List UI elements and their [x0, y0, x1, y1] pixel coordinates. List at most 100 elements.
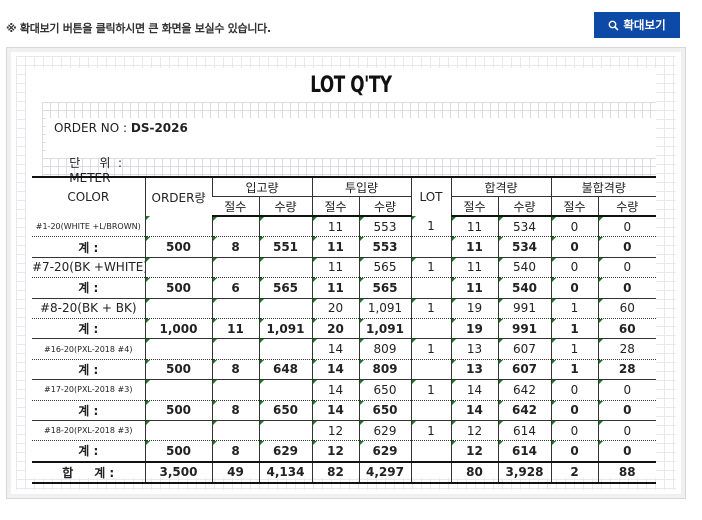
subtotal-input-cuts: 11: [311, 236, 359, 258]
pass-qty: 991: [497, 298, 551, 319]
subtotal-row: 계 :500 6 565 11 565 11 540 0 0: [32, 277, 657, 299]
receipt-qty: [258, 216, 312, 238]
subtotal-row: 계 :500 8 650 14 650 14 642 0 0: [32, 400, 657, 421]
pass-qty: 540: [497, 257, 551, 279]
pass-cuts: 11: [450, 216, 498, 238]
receipt-cuts: [211, 420, 259, 442]
fail-cuts: 1: [550, 338, 598, 360]
pass-qty: 642: [497, 379, 551, 401]
subtotal-label: 계 :: [32, 318, 145, 340]
subtotal-fail-qty: 0: [597, 440, 657, 463]
lot-count: 1: [410, 338, 451, 360]
col-fail: 불합격량: [550, 176, 657, 197]
subtotal-order: 500: [144, 359, 212, 381]
subtotal-input-cuts: 14: [311, 400, 359, 421]
receipt-qty: [258, 257, 312, 279]
fail-qty: 0: [597, 257, 657, 279]
order-qty-cell: [144, 298, 212, 319]
col-color: COLOR: [32, 176, 145, 216]
subtotal-label: 계 :: [32, 400, 145, 421]
receipt-cuts: [211, 216, 259, 238]
subtotal-row: 계 :500 8 551 11 553 11 534 0 0: [32, 236, 657, 258]
color-name: #17-20(PXL-2018 #3): [32, 379, 145, 401]
subtotal-receipt-cuts: 6: [211, 277, 259, 299]
subtotal-receipt-cuts: 8: [211, 440, 259, 463]
subtotal-pass-cuts: 19: [450, 318, 498, 340]
col-lot: LOT: [410, 176, 451, 216]
pass-qty: 534: [497, 216, 551, 238]
document-title: LOT Q'TY: [310, 73, 392, 98]
subtotal-input-cuts: 14: [311, 359, 359, 381]
col-pass-qty: 수량: [497, 196, 551, 217]
col-input-qty: 수량: [358, 196, 411, 217]
pass-cuts: 13: [450, 338, 498, 360]
subtotal-input-qty: 553: [358, 236, 411, 258]
subtotal-input-qty: 650: [358, 400, 411, 421]
subtotal-pass-cuts: 14: [450, 400, 498, 421]
subtotal-fail-cuts: 1: [550, 359, 598, 381]
total-input-cuts: 82: [311, 460, 359, 485]
pass-cuts: 12: [450, 420, 498, 442]
subtotal-receipt-qty: 629: [258, 440, 312, 463]
input-qty: 809: [358, 338, 411, 360]
pass-cuts: 19: [450, 298, 498, 319]
zoom-button[interactable]: 확대보기: [594, 12, 680, 38]
order-qty-cell: [144, 420, 212, 442]
input-cuts: 14: [311, 379, 359, 401]
subtotal-pass-cuts: 11: [450, 277, 498, 299]
subtotal-input-qty: 809: [358, 359, 411, 381]
subtotal-input-cuts: 20: [311, 318, 359, 340]
col-receipt: 입고량: [211, 176, 312, 197]
subtotal-lot: [410, 318, 451, 340]
total-order: 3,500: [144, 460, 212, 485]
table-row: #1-20(WHITE +L/BROWN) 11 553 1 11 534 0 0: [32, 216, 657, 238]
subtotal-order: 500: [144, 277, 212, 299]
pass-qty: 614: [497, 420, 551, 442]
subtotal-receipt-qty: 648: [258, 359, 312, 381]
subtotal-input-cuts: 12: [311, 440, 359, 463]
fail-qty: 0: [597, 420, 657, 442]
subtotal-row: 계 :1,000 11 1,091 20 1,091 19 991 1 60: [32, 318, 657, 340]
subtotal-label: 계 :: [32, 277, 145, 299]
subtotal-pass-cuts: 11: [450, 236, 498, 258]
input-cuts: 11: [311, 216, 359, 238]
subtotal-pass-qty: 642: [497, 400, 551, 421]
col-input-cuts: 절수: [311, 196, 359, 217]
total-fail-qty: 88: [597, 460, 657, 485]
subtotal-receipt-qty: 650: [258, 400, 312, 421]
color-name: #8-20(BK + BK): [32, 298, 145, 319]
table-row: #17-20(PXL-2018 #3) 14 650 1 14 642 0 0: [32, 379, 657, 401]
fail-cuts: 0: [550, 216, 598, 238]
order-no-label: ORDER NO :: [54, 121, 128, 135]
input-qty: 565: [358, 257, 411, 279]
fail-cuts: 0: [550, 420, 598, 442]
receipt-qty: [258, 379, 312, 401]
input-cuts: 12: [311, 420, 359, 442]
unit-label: 단 위 :: [69, 156, 123, 170]
subtotal-receipt-cuts: 8: [211, 400, 259, 421]
receipt-cuts: [211, 257, 259, 279]
order-qty-cell: [144, 379, 212, 401]
lot-count: 1: [410, 420, 451, 442]
table-row: #18-20(PXL-2018 #3) 12 629 1 12 614 0 0: [32, 420, 657, 442]
subtotal-label: 계 :: [32, 359, 145, 381]
order-qty-cell: [144, 257, 212, 279]
fail-cuts: 0: [550, 257, 598, 279]
input-cuts: 14: [311, 338, 359, 360]
input-qty: 650: [358, 379, 411, 401]
subtotal-fail-qty: 0: [597, 400, 657, 421]
subtotal-lot: [410, 236, 451, 258]
input-cuts: 11: [311, 257, 359, 279]
subtotal-input-qty: 565: [358, 277, 411, 299]
col-order-qty: ORDER량: [144, 176, 212, 216]
subtotal-receipt-cuts: 11: [211, 318, 259, 340]
fail-qty: 60: [597, 298, 657, 319]
fail-qty: 28: [597, 338, 657, 360]
subtotal-input-qty: 1,091: [358, 318, 411, 340]
info-box: ORDER NO : DS-2026 단 위 : METER: [46, 118, 656, 185]
subtotal-order: 500: [144, 400, 212, 421]
table-row: #8-20(BK + BK) 20 1,091 1 19 991 1 60: [32, 298, 657, 319]
subtotal-pass-qty: 534: [497, 236, 551, 258]
col-fail-cuts: 절수: [550, 196, 598, 217]
subtotal-fail-qty: 0: [597, 277, 657, 299]
